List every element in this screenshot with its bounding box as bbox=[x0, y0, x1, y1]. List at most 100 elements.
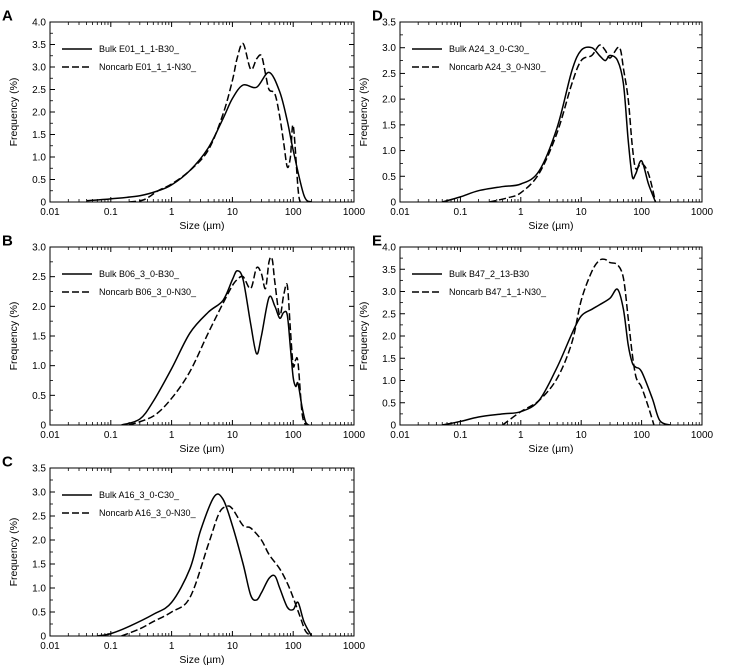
legend-label-noncarb-b: Noncarb B06_3_0-N30_ bbox=[99, 287, 197, 297]
y-tick-label: 1.5 bbox=[382, 120, 396, 131]
y-tick-label: 3.5 bbox=[32, 40, 46, 51]
legend-label-noncarb-e: Noncarb B47_1_1-N30_ bbox=[449, 287, 547, 297]
x-tick-label: 0.01 bbox=[40, 430, 60, 441]
y-tick-label: 2.5 bbox=[32, 272, 46, 283]
x-tick-label: 1000 bbox=[691, 430, 714, 441]
legend-label-bulk-d: Bulk A24_3_0-C30_ bbox=[449, 44, 530, 54]
series-line-noncarb-d bbox=[489, 44, 657, 202]
series-line-bulk-e bbox=[442, 288, 671, 425]
y-tick-label: 3.0 bbox=[382, 43, 396, 54]
y-tick-label: 3.5 bbox=[382, 18, 396, 29]
x-tick-label: 1000 bbox=[691, 207, 714, 218]
y-tick-label: 2.0 bbox=[382, 332, 396, 343]
y-tick-label: 0 bbox=[40, 198, 46, 209]
plot-frame-d bbox=[399, 21, 703, 203]
panel-letter-d: D bbox=[372, 7, 383, 24]
y-tick-label: 1.5 bbox=[382, 354, 396, 365]
x-tick-label: 1 bbox=[518, 207, 524, 218]
y-tick-label: 3.0 bbox=[32, 63, 46, 74]
y-tick-label: 1.0 bbox=[382, 376, 396, 387]
y-tick-label: 3.0 bbox=[382, 287, 396, 298]
y-tick-label: 1.5 bbox=[32, 130, 46, 141]
series-line-noncarb-b bbox=[128, 256, 307, 425]
y-tick-label: 1.0 bbox=[382, 146, 396, 157]
legend-label-bulk-e: Bulk B47_2_13-B30 bbox=[449, 269, 529, 279]
panel-d: D 0.01 0.1 1 10 100 1000 0 0.5 1.0 1.5 2.0 2.5 3.0 3.5… bbox=[358, 7, 714, 232]
y-tick-label: 2.0 bbox=[32, 302, 46, 313]
series-line-noncarb-c bbox=[121, 505, 312, 636]
x-tick-label: 0.01 bbox=[390, 207, 410, 218]
x-tick-label: 1 bbox=[518, 430, 524, 441]
x-tick-label: 0.1 bbox=[453, 430, 467, 441]
y-tick-label: 1.0 bbox=[32, 153, 46, 164]
x-tick-label: 1000 bbox=[343, 207, 366, 218]
panel-letter-e: E bbox=[372, 232, 382, 249]
x-axis-label-e: Size (µm) bbox=[528, 443, 573, 455]
y-tick-label: 3.0 bbox=[32, 243, 46, 254]
legend-label-noncarb-a: Noncarb E01_1_1-N30_ bbox=[99, 62, 197, 72]
series-line-noncarb-a bbox=[128, 42, 301, 202]
y-axis-label-d: Frequency (%) bbox=[358, 78, 370, 147]
legend-label-noncarb-c: Noncarb A16_3_0-N30_ bbox=[99, 508, 197, 518]
panel-letter-b: B bbox=[2, 232, 13, 249]
x-tick-label: 0.1 bbox=[104, 430, 118, 441]
y-tick-label: 2.5 bbox=[32, 512, 46, 523]
y-tick-label: 1.5 bbox=[32, 332, 46, 343]
y-tick-label: 0 bbox=[390, 421, 396, 432]
panel-e: E 0.01 0.1 1 10 100 1000 0 0.5 1.0 1.5 2.0 2.5 3.0 3.5… bbox=[358, 232, 714, 455]
y-tick-label: 0.5 bbox=[32, 175, 46, 186]
y-tick-label: 3.0 bbox=[32, 488, 46, 499]
x-tick-label: 1 bbox=[169, 207, 175, 218]
y-tick-label: 2.5 bbox=[32, 85, 46, 96]
y-axis-label-c: Frequency (%) bbox=[8, 518, 20, 587]
y-tick-label: 0 bbox=[390, 198, 396, 209]
x-axis-label-c: Size (µm) bbox=[179, 654, 224, 665]
x-tick-label: 0.1 bbox=[104, 641, 118, 652]
x-tick-label: 10 bbox=[227, 430, 239, 441]
x-tick-label: 100 bbox=[633, 430, 650, 441]
x-tick-label: 100 bbox=[285, 641, 302, 652]
x-tick-label: 100 bbox=[633, 207, 650, 218]
y-tick-label: 2.0 bbox=[382, 95, 396, 106]
y-tick-label: 1.5 bbox=[32, 560, 46, 571]
y-tick-label: 0.5 bbox=[32, 391, 46, 402]
x-tick-label: 1000 bbox=[343, 641, 366, 652]
y-tick-label: 2.5 bbox=[382, 69, 396, 80]
panel-a: A 0.01 0.1 1 10 100 1000 0 0.5 1.0 1.5 2.0 2.5 3.0 3.5… bbox=[2, 7, 366, 232]
series-line-bulk-b bbox=[121, 269, 310, 425]
panel-c: C 0.01 0.1 1 10 100 1000 0 0.5 1.0 1.5 2.0 2.5 3.0 3.5… bbox=[2, 453, 366, 665]
legend-label-bulk-c: Bulk A16_3_0-C30_ bbox=[99, 490, 180, 500]
y-axis-label-a: Frequency (%) bbox=[8, 78, 20, 147]
x-tick-label: 0.01 bbox=[390, 430, 410, 441]
x-tick-label: 10 bbox=[576, 207, 588, 218]
legend-label-noncarb-d: Noncarb A24_3_0-N30_ bbox=[449, 62, 547, 72]
x-tick-label: 10 bbox=[576, 430, 588, 441]
series-line-bulk-d bbox=[442, 46, 657, 202]
legend-label-bulk-a: Bulk E01_1_1-B30_ bbox=[99, 44, 180, 54]
x-tick-label: 100 bbox=[285, 207, 302, 218]
x-axis-label-d: Size (µm) bbox=[528, 220, 573, 232]
x-tick-label: 1 bbox=[169, 430, 175, 441]
y-tick-label: 4.0 bbox=[32, 18, 46, 29]
y-tick-label: 4.0 bbox=[382, 243, 396, 254]
y-tick-label: 2.5 bbox=[382, 309, 396, 320]
y-tick-label: 0.5 bbox=[382, 398, 396, 409]
plot-frame-a bbox=[49, 21, 355, 203]
y-tick-label: 2.0 bbox=[32, 536, 46, 547]
series-line-bulk-c bbox=[97, 493, 313, 636]
legend-label-bulk-b: Bulk B06_3_0-B30_ bbox=[99, 269, 180, 279]
x-tick-label: 0.1 bbox=[104, 207, 118, 218]
series-line-bulk-a bbox=[86, 71, 312, 202]
y-tick-label: 0.5 bbox=[32, 608, 46, 619]
x-axis-label-a: Size (µm) bbox=[179, 220, 224, 232]
y-tick-label: 1.0 bbox=[32, 584, 46, 595]
y-axis-label-b: Frequency (%) bbox=[8, 302, 20, 371]
x-tick-label: 10 bbox=[227, 207, 239, 218]
y-tick-label: 0 bbox=[40, 421, 46, 432]
x-tick-label: 100 bbox=[285, 430, 302, 441]
x-tick-label: 0.01 bbox=[40, 207, 60, 218]
panel-b: B 0.01 0.1 1 10 100 1000 0 0.5 1.0 1.5 2.0 2.5 3.0 Siz… bbox=[2, 232, 366, 455]
panel-letter-a: A bbox=[2, 7, 13, 24]
series-line-noncarb-e bbox=[502, 258, 655, 425]
